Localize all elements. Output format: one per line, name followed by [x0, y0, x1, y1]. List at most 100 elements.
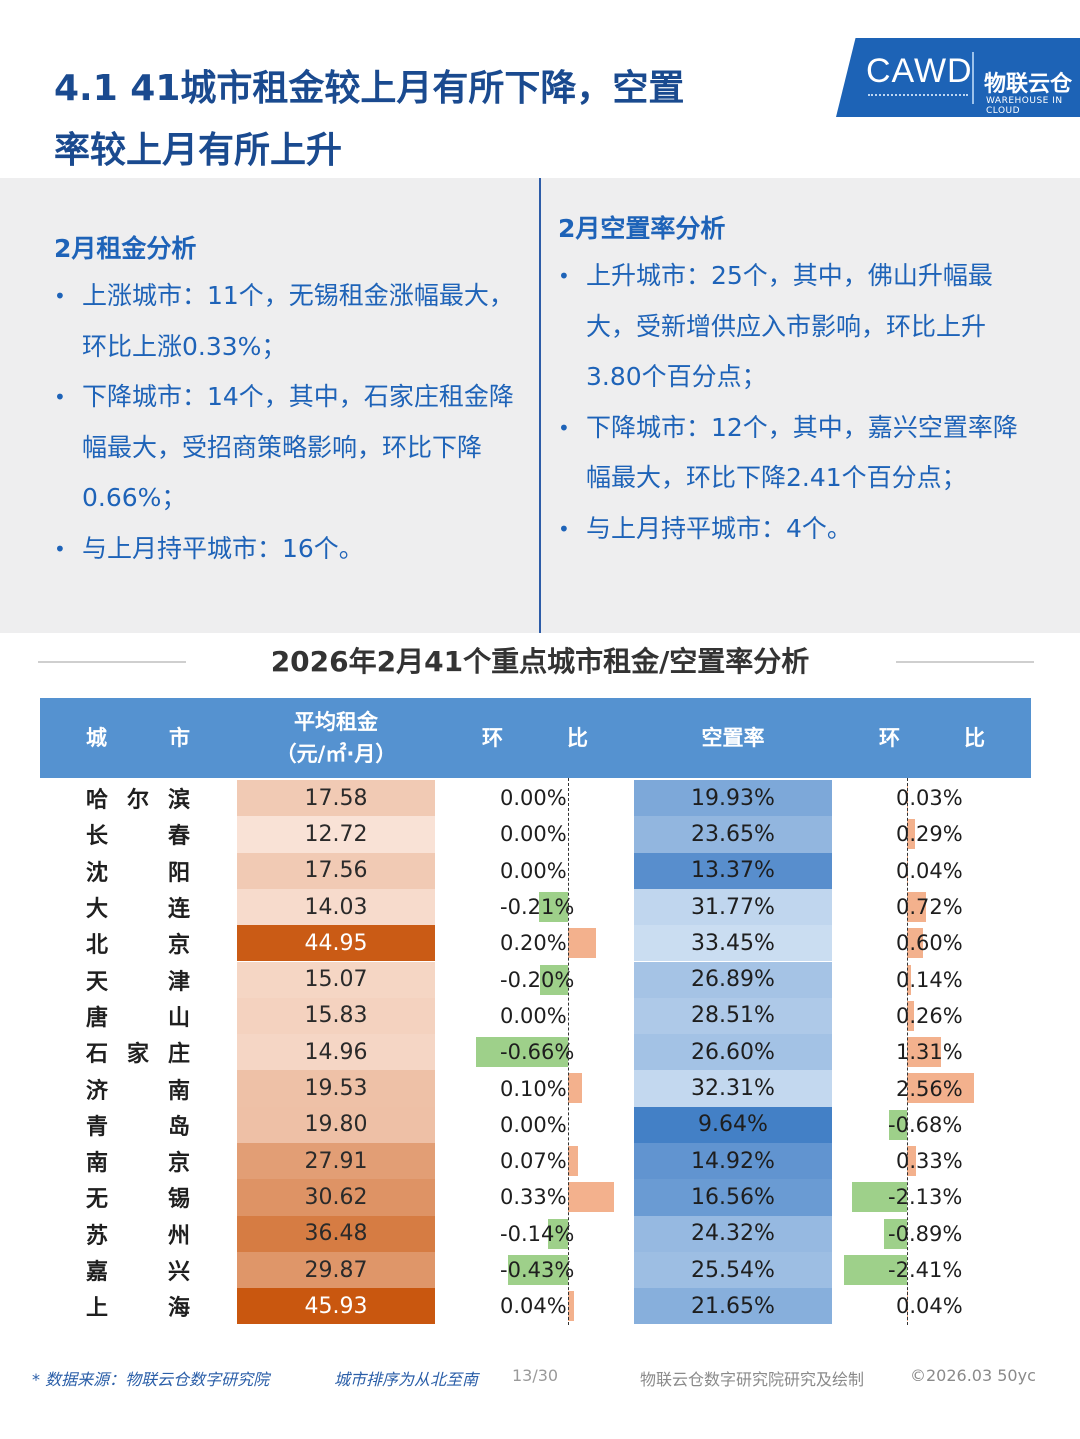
- city-name: 嘉兴: [40, 1252, 236, 1288]
- analysis-panel: 2月租金分析 上涨城市：11个，无锡租金涨幅最大，环比上涨0.33%； 下降城市…: [0, 178, 1080, 633]
- city-name: 长春: [40, 816, 236, 852]
- header-vacancy-change-part: 环: [879, 726, 900, 750]
- city-name: 南京: [40, 1143, 236, 1179]
- city-name-char: 兴: [167, 1260, 190, 1286]
- brand-logo: CAWD 物联云仓 WAREHOUSE IN CLOUD: [836, 38, 1080, 117]
- rent-change-bar: [507, 1254, 568, 1285]
- city-name-char: 南: [86, 1151, 109, 1177]
- table-row: 石家庄 14.96 -0.66% 26.60% 1.31%: [40, 1034, 1031, 1071]
- rent-value-cell: 45.93: [237, 1288, 435, 1325]
- rent-analysis-bullet: 上涨城市：11个，无锡租金涨幅最大，环比上涨0.33%；: [54, 271, 524, 372]
- rent-change-label: 0.00%: [500, 858, 567, 883]
- logo-cn-text: 物联云仓: [984, 72, 1073, 97]
- vacancy-change-bar: [851, 1182, 907, 1213]
- vacancy-value-cell: 16.56%: [634, 1179, 832, 1216]
- city-name-char: 北: [86, 933, 109, 959]
- city-name-char: 家: [126, 1042, 149, 1068]
- logo-underline: [868, 94, 968, 100]
- rent-change-label: 0.20%: [500, 931, 567, 956]
- vacancy-value-cell: 14.92%: [634, 1143, 832, 1180]
- chart-title-rule-left: [38, 661, 186, 663]
- header-rent-change-part: 比: [567, 726, 588, 750]
- rent-change-label: -0.66%: [500, 1040, 575, 1065]
- table-row: 长春 12.72 0.00% 23.65% 0.29%: [40, 816, 1031, 853]
- city-name-char: 锡: [167, 1187, 190, 1213]
- rent-value-cell: 14.96: [237, 1034, 435, 1071]
- city-name: 沈阳: [40, 853, 236, 889]
- rent-change-label: 0.10%: [500, 1076, 567, 1101]
- rent-change-label: 0.00%: [500, 822, 567, 847]
- vacancy-value-cell: 13.37%: [634, 852, 832, 889]
- city-name-char: 尔: [126, 788, 149, 814]
- vacancy-change-label: 0.04%: [896, 858, 963, 883]
- rent-value-cell: 15.07: [237, 961, 435, 998]
- vacancy-value-cell: 33.45%: [634, 925, 832, 962]
- city-name: 唐山: [40, 998, 236, 1034]
- header-rent-label: 平均租金: [294, 710, 378, 734]
- vacancy-change-label: -0.89%: [888, 1221, 963, 1246]
- rent-value-cell: 14.03: [237, 888, 435, 926]
- vacancy-change-bar: [907, 891, 926, 922]
- rent-change-bar: [548, 1218, 568, 1249]
- logo-en-text: WAREHOUSE IN CLOUD: [986, 96, 1063, 116]
- vacancy-change-bar: [889, 1109, 907, 1140]
- vacancy-change-bar: [907, 1000, 914, 1031]
- rent-analysis: 2月租金分析 上涨城市：11个，无锡租金涨幅最大，环比上涨0.33%； 下降城市…: [54, 178, 524, 574]
- header-city-part: 城: [86, 726, 107, 750]
- rent-analysis-heading: 2月租金分析: [54, 234, 197, 263]
- city-name-char: 阳: [167, 860, 190, 886]
- city-name: 哈尔滨: [40, 780, 236, 816]
- city-name: 无锡: [40, 1179, 236, 1215]
- vacancy-change-zero-axis: [907, 778, 908, 1325]
- vacancy-change-label: 0.72%: [896, 895, 963, 920]
- rent-change-label: 0.00%: [500, 786, 567, 811]
- chart-title: 2026年2月41个重点城市租金/空置率分析: [270, 645, 810, 678]
- vacancy-change-label: 0.33%: [896, 1149, 963, 1174]
- rent-change-bar: [568, 1182, 615, 1213]
- vacancy-analysis-bullet: 与上月持平城市：4个。: [558, 504, 1038, 555]
- table-body: 哈尔滨 17.58 0.00% 19.93% 0.03% 长春 12.72 0.00% 23.6…: [40, 780, 1031, 1325]
- city-name: 北京: [40, 925, 236, 961]
- vacancy-change-bar: [907, 964, 911, 995]
- vacancy-change-label: 0.03%: [896, 786, 963, 811]
- footer-source: * 数据来源：物联云仓数字研究院: [32, 1370, 270, 1389]
- city-name: 天津: [40, 962, 236, 998]
- rent-change-bar: [568, 928, 596, 959]
- table-row: 唐山 15.83 0.00% 28.51% 0.26%: [40, 997, 1031, 1035]
- header-city: 城 市: [40, 698, 236, 778]
- header-city-part: 市: [169, 726, 190, 750]
- vacancy-value-cell: 21.65%: [634, 1288, 832, 1325]
- city-name-char: 济: [86, 1078, 109, 1104]
- table-row: 嘉兴 29.87 -0.43% 25.54% -2.41%: [40, 1251, 1031, 1289]
- rent-change-label: -0.20%: [500, 967, 575, 992]
- city-name-char: 春: [167, 824, 190, 850]
- footer-order-note: 城市排序为从北至南: [334, 1370, 479, 1389]
- rent-change-bar: [568, 1291, 574, 1322]
- vacancy-analysis: 2月空置率分析 上升城市：25个，其中，佛山升幅最大，受新增供应入市影响，环比上…: [558, 178, 1038, 554]
- rent-change-bar: [540, 964, 568, 995]
- city-name: 大连: [40, 889, 236, 925]
- city-name-char: 岛: [167, 1114, 190, 1140]
- table-row: 上海 45.93 0.04% 21.65% 0.04%: [40, 1288, 1031, 1325]
- rent-change-label: 0.04%: [500, 1294, 567, 1319]
- rent-value-cell: 12.72: [237, 816, 435, 853]
- city-name-char: 无: [86, 1187, 109, 1213]
- vacancy-change-label: 1.31%: [896, 1040, 963, 1065]
- table-header: 城 市 平均租金 （元/㎡·月） 环 比 空置率 环 比: [40, 698, 1031, 778]
- vacancy-change-label: 0.60%: [896, 931, 963, 956]
- vacancy-value-cell: 32.31%: [634, 1070, 832, 1107]
- logo-cawd-text: CAWD: [866, 52, 973, 90]
- footer-credit: 物联云仓数字研究院研究及绘制: [640, 1370, 865, 1389]
- table-row: 苏州 36.48 -0.14% 24.32% -0.89%: [40, 1215, 1031, 1252]
- table-row: 沈阳 17.56 0.00% 13.37% 0.04%: [40, 852, 1031, 889]
- rent-value-cell: 19.53: [237, 1070, 435, 1107]
- rent-change-zero-axis: [568, 778, 569, 1325]
- vacancy-change-bar: [907, 1146, 916, 1176]
- page-title-line-1: 4.1 41城市租金较上月有所下降，空置: [54, 68, 685, 109]
- vacancy-change-bar: [907, 1073, 974, 1104]
- vacancy-change-label: -2.13%: [888, 1185, 963, 1210]
- footer-copyright: ©2026.03 50yc: [910, 1366, 1036, 1385]
- rent-value-cell: 29.87: [237, 1251, 435, 1289]
- rent-value-cell: 36.48: [237, 1215, 435, 1252]
- header-vacancy: 空置率: [701, 726, 765, 750]
